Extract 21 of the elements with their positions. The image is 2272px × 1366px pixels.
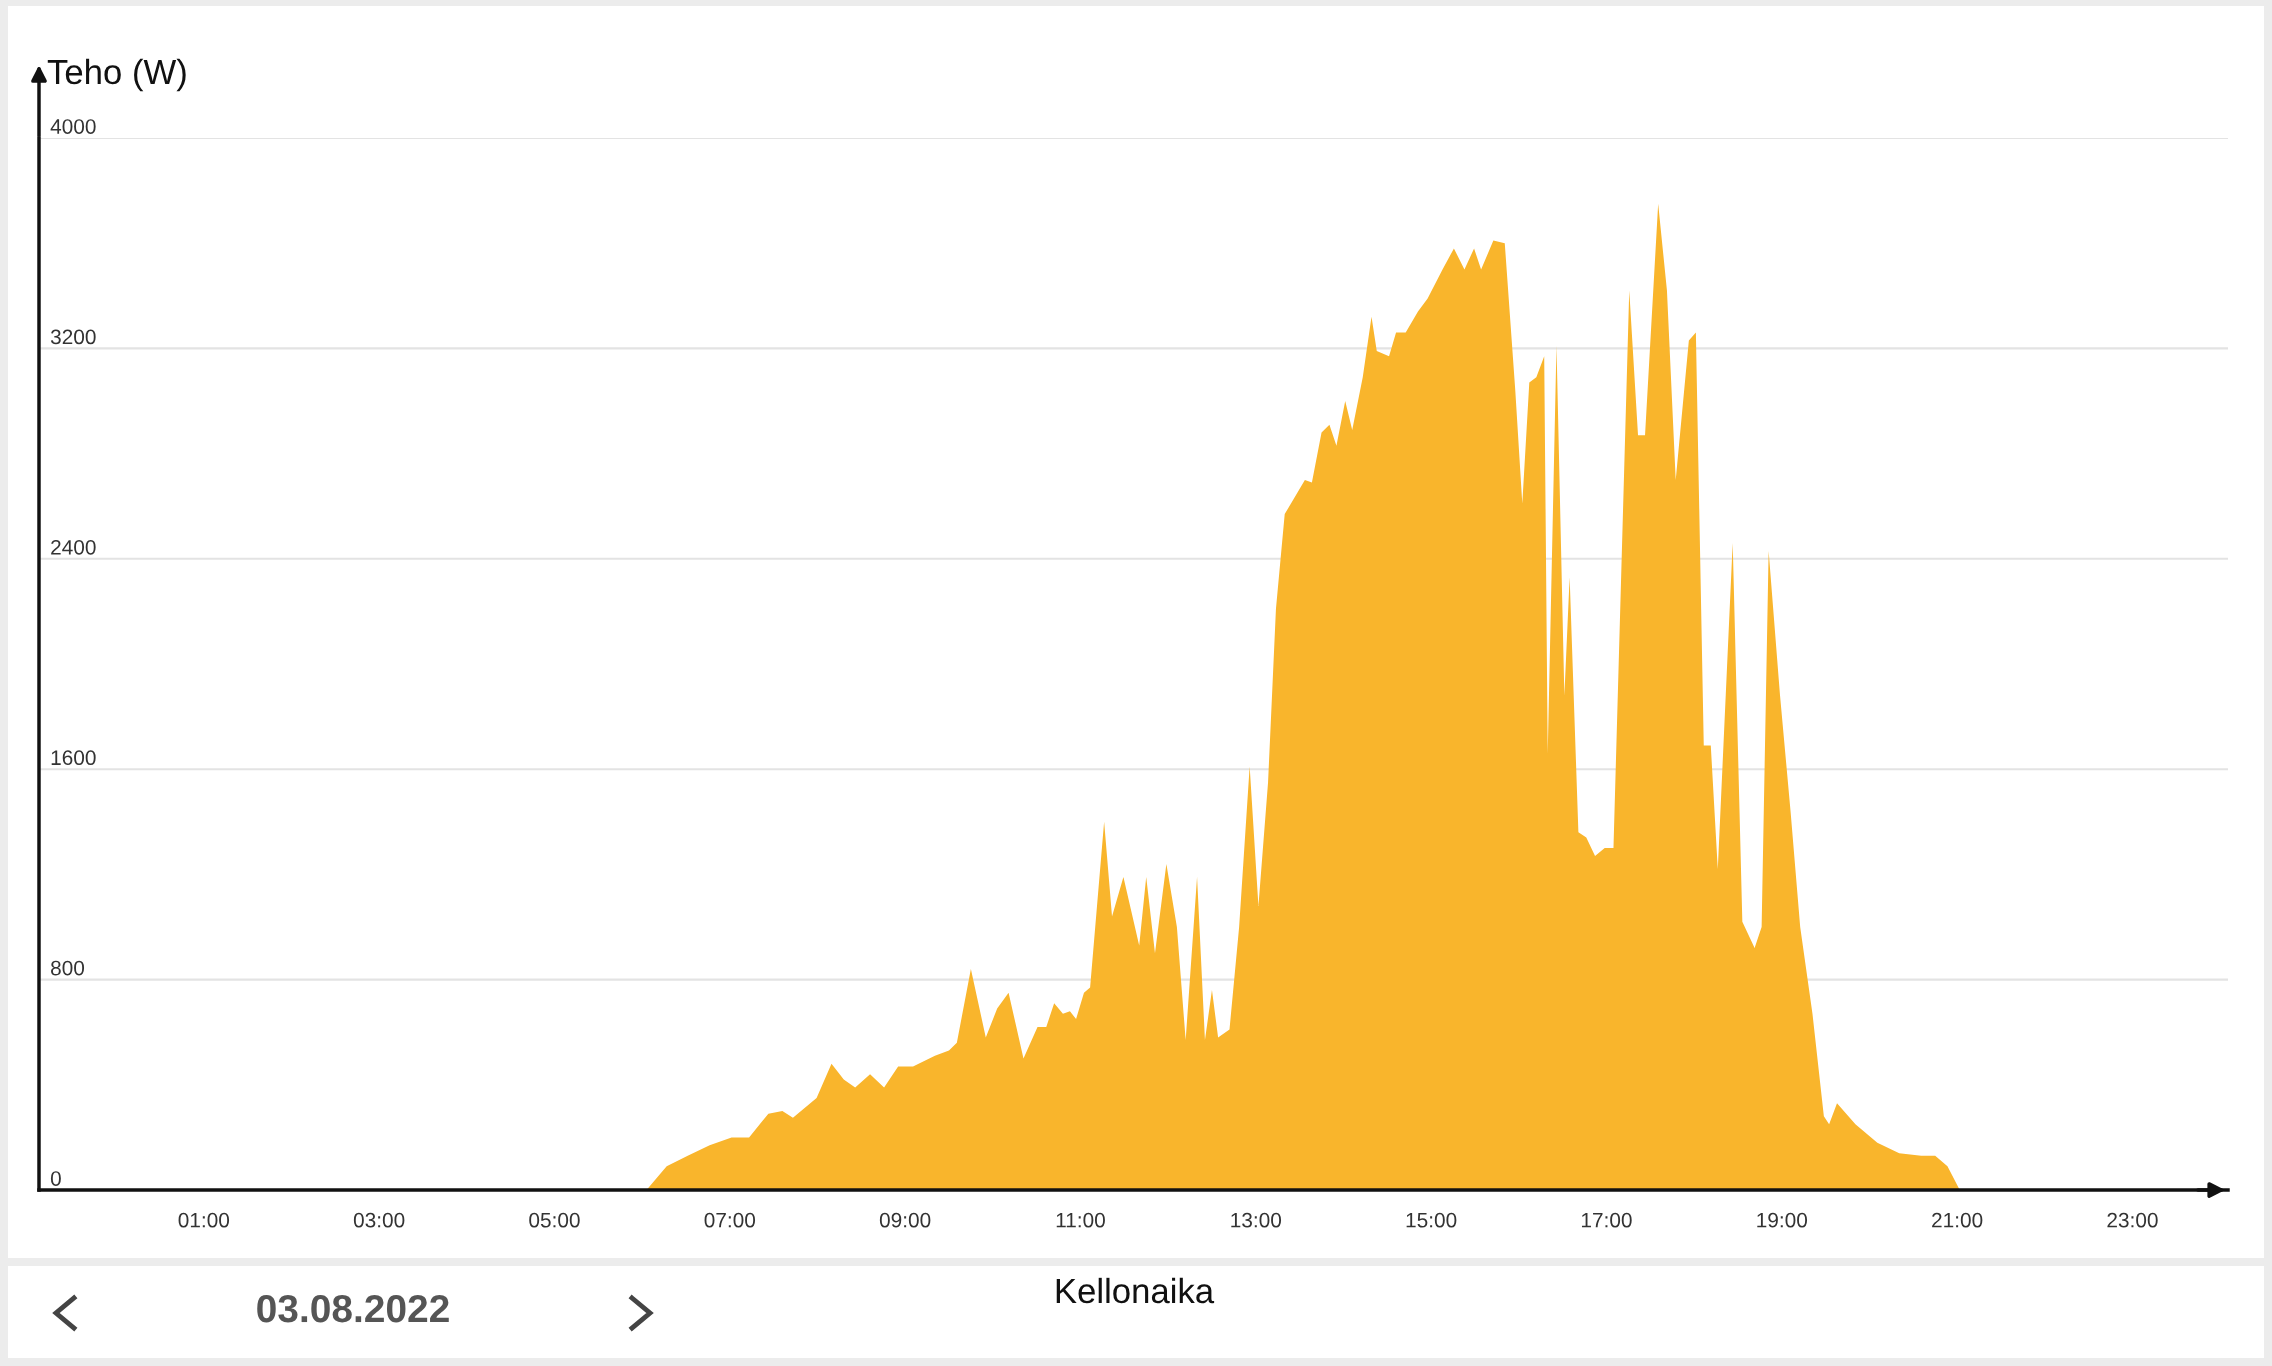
x-tick-label: 03:00	[353, 1212, 405, 1228]
x-tick-label: 13:00	[1231, 1212, 1282, 1228]
y-tick-label: 4000	[50, 119, 96, 134]
x-tick-label: 05:00	[529, 1212, 580, 1228]
x-tick-label: 11:00	[1056, 1212, 1105, 1228]
x-tick-label: 07:00	[704, 1212, 756, 1228]
y-tick-label: 0	[50, 1171, 61, 1186]
x-tick-label: 15:00	[1406, 1212, 1457, 1228]
y-tick-label: 800	[51, 960, 85, 976]
x-tick-label: 19:00	[1757, 1212, 1808, 1228]
y-axis-title: Teho (W)	[47, 58, 186, 92]
x-tick-label: 01:00	[178, 1212, 230, 1228]
y-tick-label: 2400	[51, 539, 96, 555]
x-tick-label: 17:00	[1581, 1212, 1632, 1228]
x-tick-label: 23:00	[2107, 1212, 2158, 1228]
x-axis-title: Kellonaika	[1056, 1277, 1215, 1304]
y-tick-label: 1600	[51, 750, 96, 766]
x-tick-label: 09:00	[879, 1212, 931, 1228]
x-tick-label: 21:00	[1932, 1212, 1983, 1228]
y-tick-label: 3200	[50, 329, 96, 345]
text: 03.08.2022	[257, 1294, 449, 1323]
